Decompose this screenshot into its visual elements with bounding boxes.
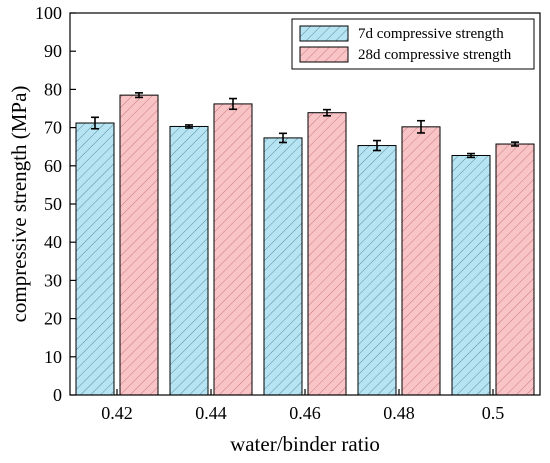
error-bar xyxy=(467,152,475,159)
y-tick-label: 80 xyxy=(44,79,62,99)
y-tick-label: 100 xyxy=(35,3,62,23)
y-axis: 0 10 20 30 40 50 60 70 80 90 100 xyxy=(35,3,76,405)
y-tick-label: 60 xyxy=(44,156,62,176)
y-tick-label: 40 xyxy=(44,232,62,252)
legend: 7d compressive strength 28d compressive … xyxy=(291,18,535,70)
bar-28d-0.42 xyxy=(119,94,159,396)
bar-7d-0.48 xyxy=(357,145,397,396)
bar-28d-0.5 xyxy=(495,143,535,396)
bar-7d-0.44 xyxy=(169,125,209,396)
x-tick-label: 0.42 xyxy=(101,403,133,423)
bar-28d-0.46 xyxy=(307,112,347,396)
bar-7d-0.42 xyxy=(75,122,115,396)
y-tick-label: 30 xyxy=(44,270,62,290)
y-tick-label: 50 xyxy=(44,194,62,214)
error-bar xyxy=(185,124,193,129)
x-tick-label: 0.46 xyxy=(289,403,321,423)
bar-28d-0.44 xyxy=(213,103,253,396)
x-axis-title: water/binder ratio xyxy=(230,432,380,456)
y-tick-label: 70 xyxy=(44,118,62,138)
bars-group xyxy=(75,94,535,396)
bar-7d-0.5 xyxy=(451,154,491,396)
error-bar xyxy=(511,141,519,147)
legend-swatch-28d xyxy=(299,46,349,63)
y-tick-label: 0 xyxy=(53,385,62,405)
y-axis-title: compressive strength (MPa) xyxy=(7,86,31,323)
legend-label-28d: 28d compressive strength xyxy=(358,47,512,63)
error-bars-group xyxy=(91,92,519,159)
error-bar xyxy=(373,139,381,152)
error-bar xyxy=(323,108,331,117)
x-tick-label: 0.44 xyxy=(195,403,227,423)
error-bar xyxy=(91,116,99,130)
y-tick-label: 90 xyxy=(44,41,62,61)
bar-28d-0.48 xyxy=(401,126,441,396)
error-bar xyxy=(229,97,237,111)
error-bar xyxy=(135,92,143,99)
y-tick-label: 20 xyxy=(44,309,62,329)
legend-label-7d: 7d compressive strength xyxy=(358,26,504,42)
legend-swatch-7d xyxy=(299,25,349,42)
error-bar xyxy=(417,119,425,134)
x-tick-label: 0.48 xyxy=(383,403,415,423)
y-tick-label: 10 xyxy=(44,347,62,367)
x-axis: 0.42 0.44 0.46 0.48 0.5 xyxy=(101,389,504,423)
x-tick-label: 0.5 xyxy=(482,403,505,423)
error-bar xyxy=(279,132,287,144)
bar-7d-0.46 xyxy=(263,137,303,396)
